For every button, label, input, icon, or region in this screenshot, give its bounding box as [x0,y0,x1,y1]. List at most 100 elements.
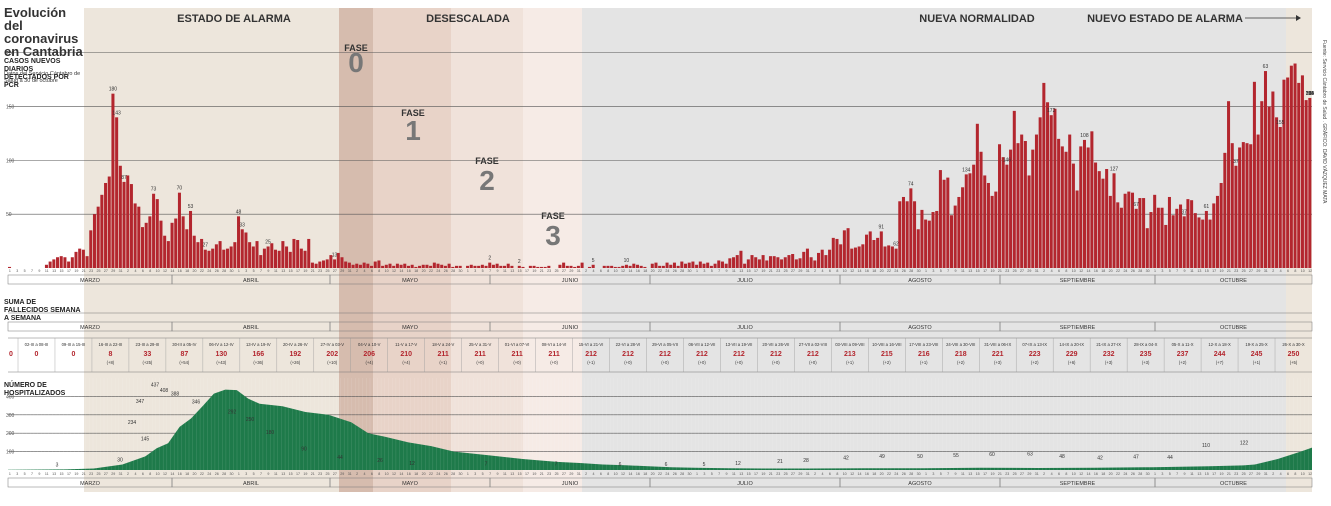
hosp-day-tick: 28 [222,472,226,476]
cases-day-tick: 30 [459,269,463,273]
cases-bar [916,229,920,268]
hosp-day-tick: 30 [688,472,692,476]
hosp-month-label-0: MARZO [80,481,101,487]
cases-day-tick: 3 [474,269,476,273]
cases-bar [857,246,861,268]
cases-bar [887,245,891,268]
hosp-day-tick: 5 [711,472,713,476]
cases-bar [8,266,12,268]
hosp-day-tick: 10 [1301,472,1305,476]
cases-bar [1023,141,1027,268]
cases-bar [1267,106,1271,268]
cases-bar [986,182,990,268]
cases-bar [1204,210,1208,268]
cases-bar [913,201,917,268]
hosp-day-tick: 25 [784,472,788,476]
cases-bar [1031,149,1035,268]
cases-bar [635,264,640,268]
cases-bar [469,264,473,268]
hosp-day-tick: 10 [156,472,160,476]
cases-bar [658,265,662,268]
hosp-day-tick: 3 [474,472,476,476]
cases-bar [946,177,950,268]
cases-bar [388,263,392,268]
cases-bar [846,228,850,268]
cases-day-tick: 3 [1161,269,1163,273]
cases-day-tick: 14 [170,269,174,273]
hosp-day-tick: 23 [318,472,322,476]
cases-day-tick: 25 [784,269,788,273]
deaths-total-value: 211 [438,351,449,358]
cases-bar [111,93,115,268]
cases-bar [1300,75,1304,268]
hosp-day-tick: 17 [525,472,529,476]
cases-bar [576,265,580,268]
cases-bar [414,266,418,268]
cases-bar [1234,165,1238,268]
cases-day-tick: 23 [1005,269,1009,273]
hosp-day-tick: 8 [1294,472,1296,476]
cases-bar [1308,97,1312,269]
hosp-day-tick: 25 [1013,472,1017,476]
phase-number-2: 2 [479,165,495,196]
cases-day-tick: 29 [569,269,573,273]
hosp-day-tick: 9 [1184,472,1186,476]
deaths-period-label: 08-VI a 14-VI [542,342,567,347]
cases-bar [1182,216,1186,268]
cases-month-label-3: JUNIO [562,278,579,284]
hosp-day-tick: 6 [1058,472,1060,476]
deaths-month-box-7 [1154,321,1313,332]
cases-day-tick: 23 [776,269,780,273]
deaths-weekly-change: (+0) [476,360,484,365]
cases-day-tick: 23 [318,269,322,273]
cases-bar [1208,219,1212,268]
deaths-period-label: 16-III a 22-III [99,342,123,347]
cases-bar [347,262,351,268]
cases-bar [1016,143,1020,268]
deaths-period-label: 20-IV a 26-IV [283,342,308,347]
cases-bar [458,265,462,268]
deaths-period-label: 04-V a 10-V [358,342,381,347]
cases-day-tick: 12 [1308,269,1312,273]
cases-day-tick: 27 [1249,269,1253,273]
cases-bar [573,266,577,268]
cases-bar [968,173,972,268]
hosp-day-tick: 14 [399,472,403,476]
cases-day-tick: 22 [658,269,662,273]
cases-bar [1005,164,1009,268]
hosp-data-label: 44 [1167,455,1173,461]
cases-day-tick: 2 [814,269,816,273]
hosp-day-tick: 6 [142,472,144,476]
cases-day-tick: 21 [998,269,1002,273]
cases-day-tick: 20 [1109,269,1113,273]
cases-day-tick: 31 [1035,269,1039,273]
cases-bar [133,203,137,268]
cases-bar [159,220,163,268]
cases-bar [861,244,865,268]
cases-day-tick: 29 [340,269,344,273]
deaths-weekly-change: (+6) [1068,360,1076,365]
hosp-month-label-6: SEPTIEMBRE [1060,481,1096,487]
cases-data-label: 63 [1263,64,1269,70]
cases-day-tick: 25 [97,269,101,273]
hosp-day-tick: 20 [651,472,655,476]
cases-bar [824,255,828,268]
cases-day-tick: 14 [857,269,861,273]
deaths-period-label: 25-V a 31-V [469,342,492,347]
cases-day-tick: 17 [1212,269,1216,273]
cases-bar [909,188,913,268]
hosp-data-label: 12 [409,461,415,467]
deaths-total-value: 235 [1140,351,1152,358]
cases-bar [565,265,569,268]
cases-day-tick: 10 [156,269,160,273]
cases-day-tick: 27 [104,269,108,273]
period-label-nueva-normalidad: NUEVA NORMALIDAD [919,13,1035,25]
cases-bar [905,201,909,268]
cases-day-tick: 8 [378,269,380,273]
cases-bar [617,266,621,268]
cases-month-label-4: JULIO [737,278,753,284]
cases-bar [1097,171,1101,268]
cases-bar [539,266,543,268]
deaths-weekly-change: (+10) [327,360,337,365]
hosp-day-tick: 9 [496,472,498,476]
